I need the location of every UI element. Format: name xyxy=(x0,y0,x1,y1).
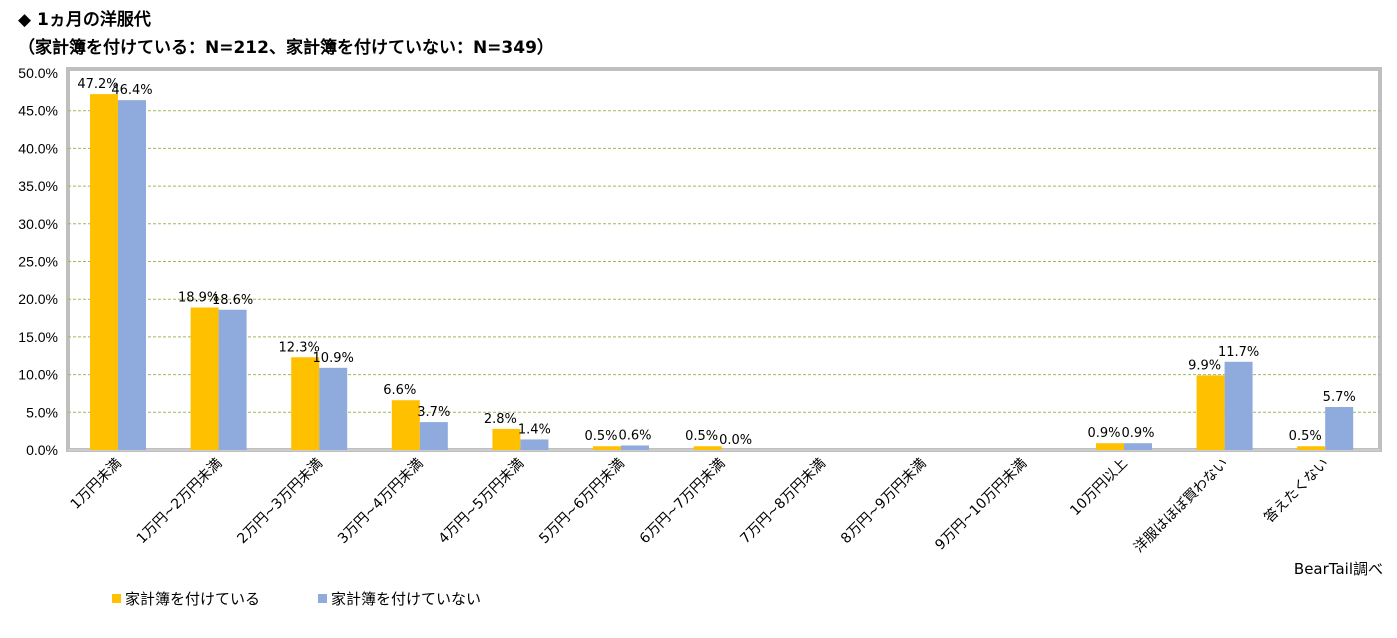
bar-series2 xyxy=(419,422,448,450)
y-tick-label: 10.0% xyxy=(18,367,58,383)
data-label: 0.5% xyxy=(1289,429,1322,444)
bar-series1 xyxy=(391,400,420,450)
bar-series1 xyxy=(492,428,521,450)
legend-label-series1: 家計簿を付けている xyxy=(125,590,261,608)
bar-series1 xyxy=(593,446,621,450)
bar-series1 xyxy=(190,307,219,450)
y-tick-label: 5.0% xyxy=(26,404,58,420)
data-label: 46.4% xyxy=(111,83,152,98)
x-tick-label: 5万円~6万円未満 xyxy=(536,456,628,548)
data-label: 11.7% xyxy=(1218,345,1259,360)
data-label: 0.0% xyxy=(719,433,752,448)
data-label: 0.5% xyxy=(584,429,617,444)
bar-series1 xyxy=(693,446,722,450)
x-tick-label: 9万円~10万円未満 xyxy=(932,456,1030,554)
chart-title: ◆ 1ヵ月の洋服代 （家計簿を付けている：N=212、家計簿を付けていない：N=… xyxy=(18,6,554,62)
y-tick-label: 0.0% xyxy=(26,442,58,458)
y-tick-label: 30.0% xyxy=(18,216,58,232)
bar-series2 xyxy=(520,439,549,450)
data-label: 0.9% xyxy=(1087,426,1120,441)
data-label: 12.3% xyxy=(279,340,320,355)
plot-frame xyxy=(66,67,1382,452)
data-label: 10.9% xyxy=(313,351,354,366)
data-label: 47.2% xyxy=(77,77,118,92)
legend: 家計簿を付けている 家計簿を付けていない xyxy=(112,588,481,609)
legend-swatch-series1 xyxy=(112,594,121,603)
data-label: 0.9% xyxy=(1121,426,1154,441)
x-tick-label: 1万円未満 xyxy=(68,456,125,513)
data-label: 6.6% xyxy=(383,383,416,398)
y-tick-label: 25.0% xyxy=(18,254,58,270)
x-tick-label: 2万円~3万円未満 xyxy=(234,456,326,548)
y-tick-label: 45.0% xyxy=(18,103,58,119)
x-tick-label: 3万円~4万円未満 xyxy=(335,456,427,548)
y-tick-label: 50.0% xyxy=(18,65,58,81)
bar-series1 xyxy=(1196,375,1225,450)
x-tick-label: 洋服はほぼ買わない xyxy=(1131,456,1231,556)
y-tick-label: 20.0% xyxy=(18,291,58,307)
bar-series2 xyxy=(621,445,649,450)
legend-item-series2: 家計簿を付けていない xyxy=(318,588,481,609)
x-tick-label: 8万円~9万円未満 xyxy=(838,456,930,548)
bar-series1 xyxy=(90,94,118,450)
title-line1: ◆ 1ヵ月の洋服代 xyxy=(18,10,151,30)
bar-series2 xyxy=(1124,443,1152,450)
data-label: 18.9% xyxy=(178,290,219,305)
y-tick-label: 35.0% xyxy=(18,178,58,194)
data-label: 5.7% xyxy=(1323,390,1356,405)
data-label: 0.6% xyxy=(618,428,651,443)
x-tick-label: 6万円~7万円未満 xyxy=(637,456,729,548)
title-line2: （家計簿を付けている：N=212、家計簿を付けていない：N=349） xyxy=(18,38,554,58)
x-tick-label: 答えたくない xyxy=(1261,455,1332,526)
bar-series2 xyxy=(319,367,348,450)
data-label: 1.4% xyxy=(518,422,551,437)
x-tick-label: 1万円~2万円未満 xyxy=(134,456,226,548)
legend-label-series2: 家計簿を付けていない xyxy=(331,590,482,608)
bar-series2 xyxy=(1325,407,1354,450)
data-label: 18.6% xyxy=(212,293,253,308)
bar-series2 xyxy=(118,100,146,451)
data-label: 2.8% xyxy=(484,412,517,427)
y-tick-label: 15.0% xyxy=(18,329,58,345)
x-tick-label: 10万円以上 xyxy=(1067,456,1131,520)
bar-series2 xyxy=(1224,361,1253,450)
y-tick-label: 40.0% xyxy=(18,140,58,156)
data-label: 3.7% xyxy=(417,405,450,420)
bar-series2 xyxy=(218,309,247,450)
data-label: 0.5% xyxy=(685,429,718,444)
legend-item-series1: 家計簿を付けている xyxy=(112,588,260,609)
bar-series1 xyxy=(1297,446,1326,450)
bar-series1 xyxy=(291,357,320,450)
data-label: 9.9% xyxy=(1188,358,1221,373)
legend-swatch-series2 xyxy=(318,594,328,603)
x-tick-label: 7万円~8万円未満 xyxy=(737,456,829,548)
bar-series1 xyxy=(1096,443,1124,450)
x-tick-label: 4万円~5万円未満 xyxy=(436,456,528,548)
source-credit: BearTail調べ xyxy=(1293,560,1383,578)
